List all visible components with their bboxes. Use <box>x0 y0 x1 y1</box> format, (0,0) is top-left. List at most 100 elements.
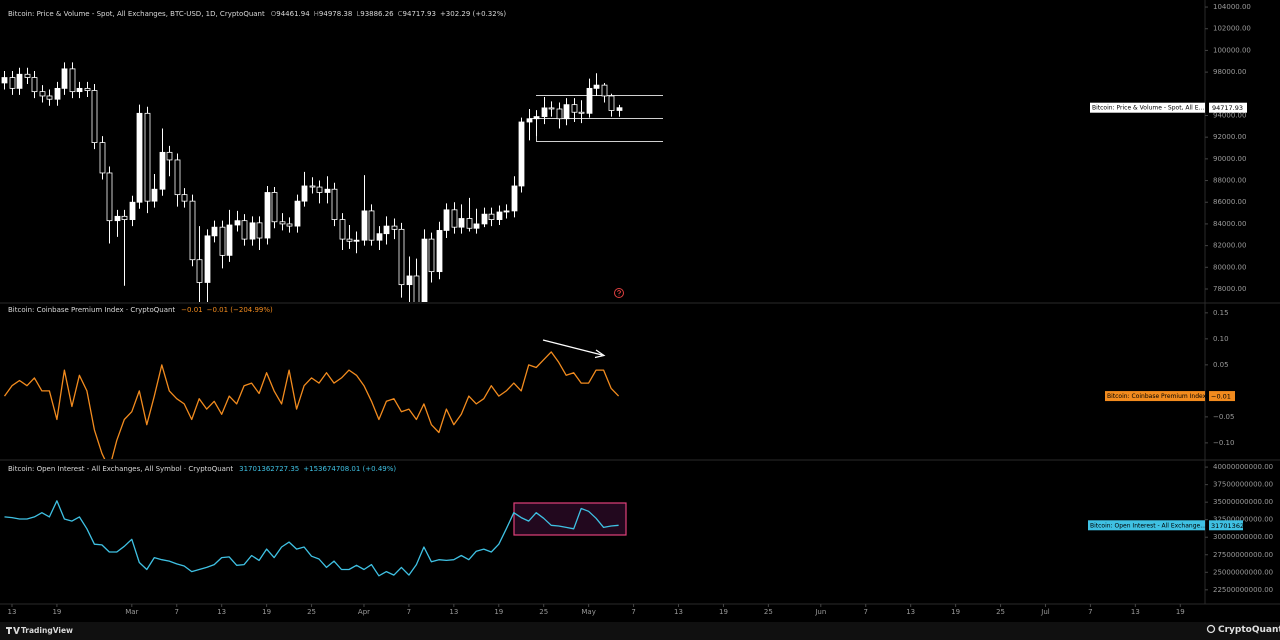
candle-body <box>413 275 420 302</box>
candle-body <box>256 222 263 239</box>
y-tick-label: 90000.00 <box>1213 155 1246 163</box>
y-tick-label: 22500000000.00 <box>1213 586 1273 594</box>
candle-body <box>451 209 458 228</box>
candle-body <box>511 185 518 212</box>
candle-body <box>541 107 548 117</box>
y-tick-label: 25000000000.00 <box>1213 568 1273 576</box>
change-label: +302.29 (+0.32%) <box>440 10 506 18</box>
series-line <box>3 351 620 459</box>
tag-value-box <box>1209 520 1243 531</box>
y-tick-label: 82000.00 <box>1213 242 1246 250</box>
alert-circle <box>614 288 624 298</box>
highlight-box <box>513 502 627 536</box>
candle-body <box>608 95 615 111</box>
y-tick-label: 94000.00 <box>1213 111 1246 119</box>
candle-body <box>496 211 503 220</box>
candle-body <box>264 192 271 239</box>
candle-body <box>234 220 241 226</box>
oi-header: Bitcoin: Open Interest - All Exchanges, … <box>8 465 396 473</box>
candle-body <box>61 68 68 89</box>
x-tick-label: Jun <box>814 608 826 616</box>
candle-body <box>346 238 353 242</box>
candle-body <box>339 219 346 240</box>
candle-body <box>301 185 308 202</box>
x-tick-label: 13 <box>217 608 226 616</box>
ohlc-label: O <box>271 10 277 18</box>
y-tick-label: 78000.00 <box>1213 285 1246 293</box>
candle-body <box>578 111 585 114</box>
candle-body <box>16 73 23 89</box>
x-tick-label: 19 <box>719 608 728 616</box>
candle-body <box>219 226 226 256</box>
x-tick-label: 25 <box>539 608 548 616</box>
candle-body <box>518 121 525 187</box>
y-tick-label: 0.10 <box>1213 335 1229 343</box>
y-tick-label: 84000.00 <box>1213 220 1246 228</box>
candle-body <box>368 210 375 241</box>
pane-title: Bitcoin: Price & Volume - Spot, All Exch… <box>8 10 265 18</box>
candle-body <box>144 112 151 202</box>
x-tick-label: Mar <box>125 608 138 616</box>
candle-body <box>331 188 338 220</box>
tag-value: −0.01 <box>1211 393 1231 401</box>
candle-body <box>548 107 555 110</box>
y-tick-label: 27500000000.00 <box>1213 551 1273 559</box>
candle-body <box>189 200 196 261</box>
tag-name: Bitcoin: Coinbase Premium Index <box>1107 393 1207 400</box>
x-tick-label: Jul <box>1040 608 1050 616</box>
candle-body <box>443 209 450 231</box>
candle-body <box>473 223 480 229</box>
y-tick-label: 102000.00 <box>1213 25 1251 33</box>
candle-body <box>9 77 16 89</box>
candle-body <box>46 95 53 100</box>
y-tick-label: 30000000000.00 <box>1213 533 1273 541</box>
logo-text: TradingView <box>21 626 73 635</box>
candle-body <box>436 230 443 273</box>
y-tick-label: 37500000000.00 <box>1213 481 1273 489</box>
x-tick-label: 25 <box>307 608 316 616</box>
ohlc-value: 94461.94 <box>276 10 310 18</box>
candle-body <box>84 87 91 91</box>
candle-body <box>106 172 113 222</box>
candle-body <box>204 235 211 283</box>
candle-body <box>24 73 31 78</box>
x-tick-label: 7 <box>1088 608 1092 616</box>
candle-body <box>76 87 83 93</box>
candle-body <box>601 84 608 97</box>
candle-body <box>391 225 398 230</box>
logo-mark <box>1206 624 1216 634</box>
candle-body <box>458 218 465 228</box>
y-tick-label: 88000.00 <box>1213 177 1246 185</box>
candle-body <box>271 192 278 223</box>
candle-body <box>31 77 38 93</box>
x-tick-label: 13 <box>449 608 458 616</box>
x-tick-label: Apr <box>358 608 370 616</box>
price-tag-name: Bitcoin: Price & Volume - Spot, All E... <box>1092 105 1204 112</box>
footer-bar <box>0 622 1280 640</box>
last-value: −0.01 <box>181 306 202 314</box>
candle-body <box>136 112 143 203</box>
candle-body <box>324 188 331 193</box>
logo-text: CryptoQuant <box>1218 625 1280 635</box>
candle-body <box>466 218 473 229</box>
candle-body <box>114 215 121 222</box>
candle-body <box>398 228 405 286</box>
candle-body <box>294 200 301 227</box>
plot-area <box>3 351 620 459</box>
y-tick-label: 104000.00 <box>1213 3 1251 11</box>
candle-body <box>376 233 383 241</box>
plot-area <box>4 500 619 577</box>
candle-body <box>616 107 623 111</box>
candle-body <box>121 215 128 220</box>
candle-body <box>166 151 173 161</box>
ohlc-label: C <box>398 10 403 18</box>
candle-body <box>286 223 293 227</box>
x-tick-label: 13 <box>8 608 17 616</box>
x-tick-label: 25 <box>764 608 773 616</box>
y-tick-label: 80000.00 <box>1213 263 1246 271</box>
candle-body <box>503 210 510 213</box>
candle-body <box>316 186 323 193</box>
x-tick-label: 19 <box>262 608 271 616</box>
y-tick-label: 98000.00 <box>1213 68 1246 76</box>
